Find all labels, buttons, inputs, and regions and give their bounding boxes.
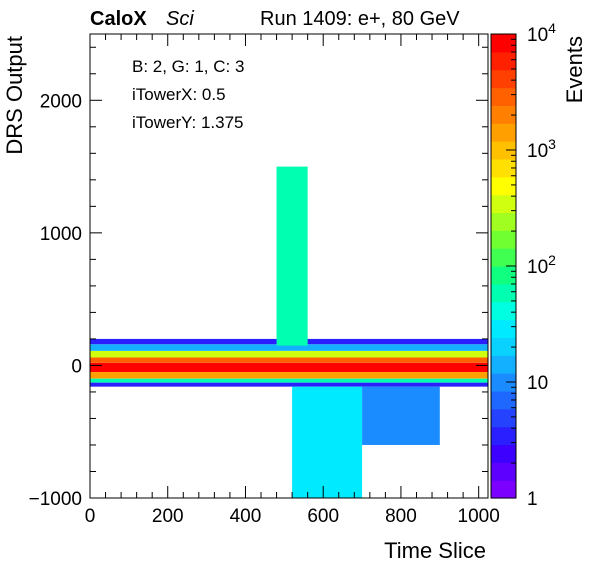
y-axis-title: DRS Output [2,36,27,155]
x-tick-label: 200 [152,506,184,527]
x-tick-label: 0 [85,506,96,527]
heatmap-band-4 [90,378,488,383]
color-bar-segment [491,283,516,303]
y-tick-label: 0 [71,356,82,377]
color-bar-segment [491,373,516,392]
z-tick-base: 10 [527,141,548,162]
color-bar-segment [491,34,516,53]
z-tick-base: 10 [527,257,548,278]
info-line-2: iTowerX: 0.5 [132,85,226,104]
color-bar-segment [491,355,516,374]
z-tick-label: 103 [527,136,556,162]
color-bar-segment [491,426,516,446]
heatmap-band-7 [90,382,488,387]
z-axis-title: Events [562,36,587,103]
heatmap-band-10 [362,386,440,445]
color-bar-segment [491,319,516,338]
heatmap-cells [90,166,488,498]
color-bar-segment [491,266,516,285]
heatmap-band-9 [292,386,363,498]
color-bar-segment [491,51,516,71]
info-line-3: iTowerY: 1.375 [132,113,244,132]
color-bar-segment [491,158,516,178]
heatmap-band-5 [90,344,488,351]
heatmap-band-2 [90,372,488,379]
x-axis: 0 200 400 600 800 1000 [85,34,500,527]
z-tick-base: 1 [527,489,538,510]
y-tick-label: −1000 [29,489,82,510]
color-bar-segment [491,230,516,249]
color-bar-segment [491,69,516,89]
x-tick-label: 800 [385,506,417,527]
heatmap-band-0 [90,362,488,373]
z-tick-base: 10 [527,373,548,394]
color-bar-segment [491,480,516,499]
info-line-1: B: 2, G: 1, C: 3 [132,57,244,76]
color-scale-bar [490,33,517,499]
color-bar-segment [491,444,516,463]
z-tick-label: 104 [527,20,556,46]
x-tick-label: 600 [307,506,339,527]
z-tick-exponent: 2 [548,252,556,268]
run-label: Run 1409: e+, 80 GeV [260,8,460,30]
plot-frame [89,33,489,499]
color-bar-segment [491,462,516,481]
color-bar-segment [491,141,516,160]
x-tick-label: 1000 [458,506,500,527]
z-tick-exponent: 4 [548,20,556,36]
z-tick-exponent: 3 [548,136,556,152]
brand-label: CaloX [90,8,147,30]
color-bar-segment [491,105,516,124]
color-bar-segment [491,123,516,142]
heatmap-band-8 [276,166,308,346]
color-bar-segment [491,390,516,410]
x-axis-title: Time Slice [384,538,486,563]
z-tick-label: 1 [527,489,538,510]
color-bar-segment [491,212,516,231]
x-tick-label: 400 [230,506,262,527]
color-bar-segment [491,301,516,321]
color-bar-segment [491,337,516,356]
y-axis: −1000 0 1000 2000 [29,46,488,510]
color-bar-segment [491,408,516,428]
brand-sub-label: Sci [166,8,194,30]
z-tick-label: 102 [527,252,556,278]
heatmap-band-1 [90,357,488,363]
z-tick-base: 10 [527,25,548,46]
color-bar-segment [491,194,516,214]
color-bar-segment [491,87,516,106]
color-bar-segment [491,248,516,267]
z-tick-label: 10 [527,373,548,394]
color-bar-segment [491,176,516,196]
y-tick-label: 2000 [40,91,82,112]
y-tick-label: 1000 [40,224,82,245]
heatmap-band-3 [90,350,488,358]
